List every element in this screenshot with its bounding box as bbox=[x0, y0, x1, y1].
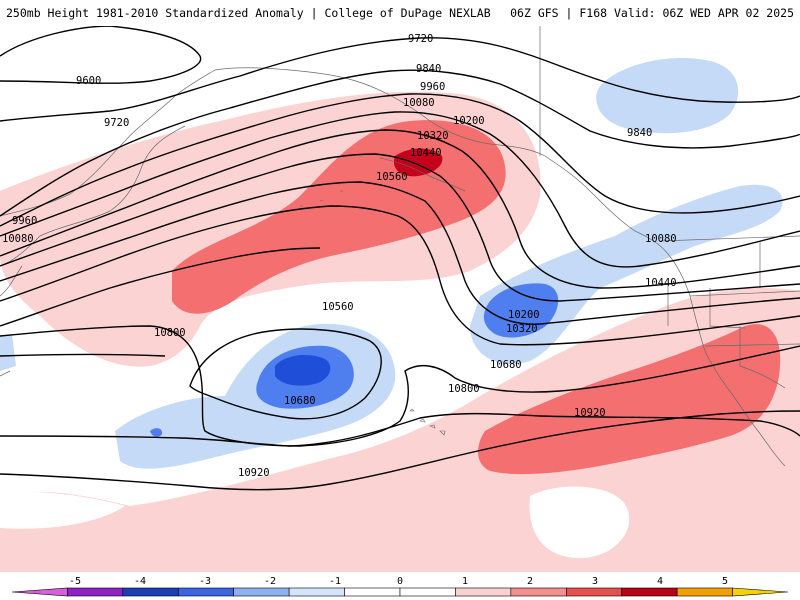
contour-label: 10800 bbox=[154, 327, 186, 339]
colorbar-segment bbox=[122, 587, 179, 597]
colorbar-segment bbox=[233, 587, 290, 597]
contour-label: 10440 bbox=[645, 277, 677, 289]
model-valid-time: 06Z GFS | F168 Valid: 06Z WED APR 02 202… bbox=[510, 6, 794, 20]
colorbar: -5 -4 -3 -2 -1 0 1 2 3 4 5 bbox=[11, 576, 789, 597]
colorbar-tick-label: -2 bbox=[264, 576, 276, 587]
colorbar-tick-label: 0 bbox=[397, 576, 403, 587]
contour-label: 10200 bbox=[453, 115, 485, 127]
colorbar-segments bbox=[11, 587, 789, 597]
anomaly-map: 9720 9600 9720 9840 9960 10080 10200 103… bbox=[0, 26, 800, 572]
contour-label: 10680 bbox=[490, 359, 522, 371]
contour-label: 10560 bbox=[322, 301, 354, 313]
contour-label: 9720 bbox=[104, 117, 129, 129]
contour-label: 10080 bbox=[2, 233, 34, 245]
contour-label: 9720 bbox=[408, 33, 433, 45]
colorbar-segment bbox=[177, 587, 235, 597]
colorbar-segment bbox=[399, 587, 456, 597]
contour-label: 10080 bbox=[403, 97, 435, 109]
colorbar-tick-label: 3 bbox=[592, 576, 598, 587]
contour-label: 9600 bbox=[76, 75, 101, 87]
colorbar-segment bbox=[676, 587, 733, 597]
colorbar-tick-label: -5 bbox=[69, 576, 81, 587]
neutral-gaps bbox=[0, 486, 630, 559]
colorbar-tick-label: 1 bbox=[462, 576, 468, 587]
contour-label: 10440 bbox=[410, 147, 442, 159]
colorbar-tick-label: -4 bbox=[134, 576, 146, 587]
contour-label: 10920 bbox=[574, 407, 606, 419]
contour-label: 10800 bbox=[448, 383, 480, 395]
colorbar-segment bbox=[67, 587, 124, 597]
islands bbox=[300, 190, 446, 436]
colorbar-segment bbox=[11, 587, 68, 597]
colorbar-segment bbox=[455, 587, 512, 597]
contour-label: 10560 bbox=[376, 171, 408, 183]
header: 250mb Height 1981-2010 Standardized Anom… bbox=[0, 0, 800, 26]
colorbar-tick-label: 4 bbox=[657, 576, 663, 587]
colorbar-segment bbox=[344, 587, 401, 597]
colorbar-tick-label: -3 bbox=[199, 576, 211, 587]
colorbar-segment bbox=[732, 587, 789, 597]
colorbar-segment bbox=[510, 587, 567, 597]
contour-label: 10320 bbox=[506, 323, 538, 335]
contour-label: 9840 bbox=[416, 63, 441, 75]
contour-label: 9960 bbox=[420, 81, 445, 93]
negative-anomaly-3 bbox=[275, 354, 331, 386]
contour-label: 10920 bbox=[238, 467, 270, 479]
map-title: 250mb Height 1981-2010 Standardized Anom… bbox=[6, 6, 491, 20]
colorbar-tick-label: -1 bbox=[329, 576, 341, 587]
colorbar-tick-label: 5 bbox=[722, 576, 728, 587]
colorbar-ticks: -5 -4 -3 -2 -1 0 1 2 3 4 5 bbox=[69, 576, 728, 587]
contour-label: 10080 bbox=[645, 233, 677, 245]
contour-label: 10200 bbox=[508, 309, 540, 321]
contour-label: 10680 bbox=[284, 395, 316, 407]
contour-label: 10320 bbox=[417, 130, 449, 142]
height-contours bbox=[0, 26, 800, 491]
positive-anomaly-3 bbox=[393, 148, 443, 177]
contour-label: 9960 bbox=[12, 215, 37, 227]
contour-label: 9840 bbox=[627, 127, 652, 139]
colorbar-tick-label: 2 bbox=[527, 576, 533, 587]
colorbar-segment bbox=[621, 587, 678, 597]
contour-labels: 9720 9600 9720 9840 9960 10080 10200 103… bbox=[2, 33, 677, 479]
colorbar-segment bbox=[288, 587, 345, 597]
colorbar-segment bbox=[565, 587, 623, 597]
